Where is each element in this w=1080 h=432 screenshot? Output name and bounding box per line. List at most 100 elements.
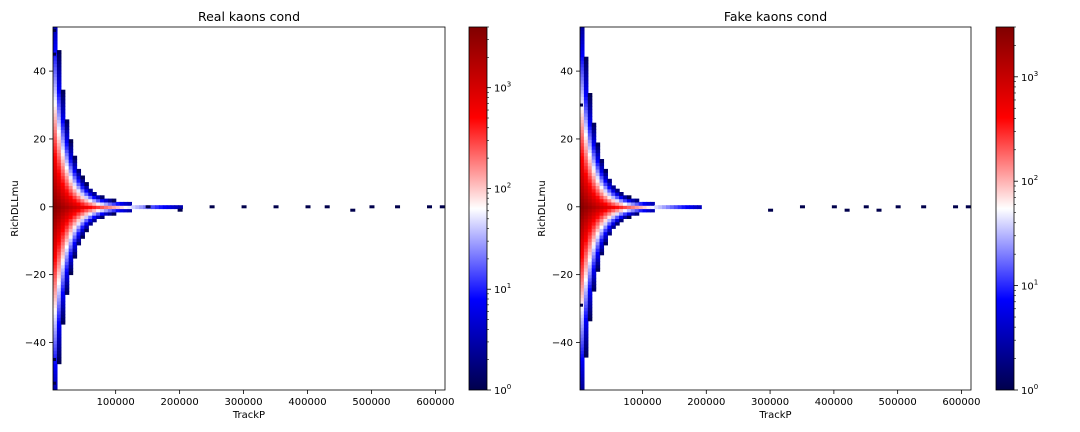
heatmap-cell — [68, 198, 74, 203]
heatmap-cell — [587, 211, 593, 216]
heatmap-cell — [64, 142, 70, 147]
heatmap-cell — [580, 142, 585, 147]
heatmap-cell — [60, 225, 66, 229]
heatmap-cell — [60, 102, 66, 107]
heatmap-cell — [60, 261, 66, 266]
heatmap-cell — [53, 373, 58, 378]
heatmap-cell — [76, 211, 82, 216]
heatmap-cell — [583, 119, 589, 124]
heatmap-cell — [583, 208, 589, 213]
heatmap-cell — [580, 300, 585, 305]
heatmap-cell — [60, 162, 66, 167]
heatmap-cell — [595, 192, 601, 196]
heatmap-cell — [68, 162, 74, 167]
heatmap-cell — [103, 211, 109, 216]
heatmap-cell — [100, 201, 105, 206]
heatmap-cell — [68, 195, 74, 200]
heatmap-cell — [646, 201, 651, 206]
heatmap-cell — [80, 228, 85, 233]
heatmap-cell — [580, 366, 585, 371]
heatmap-cell — [88, 192, 93, 196]
heatmap-cell — [607, 215, 612, 219]
heatmap-cell — [53, 40, 58, 45]
heatmap-cell — [100, 211, 105, 216]
heatmap-cell — [799, 205, 805, 209]
heatmap-cell — [53, 79, 58, 84]
heatmap-cell — [64, 251, 70, 256]
heatmap-cell — [587, 291, 593, 295]
heatmap-cell — [591, 271, 597, 276]
heatmap-cell — [60, 221, 66, 226]
heatmap-cell — [583, 300, 589, 305]
panel-real-kaons: Real kaons cond 100000 200000 300000 400000 5… — [10, 9, 511, 421]
heatmap-cell — [64, 234, 70, 239]
heatmap-cell — [662, 205, 667, 210]
heatmap-cell — [583, 271, 589, 276]
heatmap-cell — [80, 211, 85, 216]
heatmap-cell — [591, 149, 597, 153]
heatmap-cell — [587, 155, 593, 160]
heatmap-cell — [53, 69, 58, 74]
heatmap-cell — [60, 317, 66, 322]
heatmap-cell — [580, 86, 585, 91]
heatmap-cell — [64, 159, 70, 163]
heatmap-cell — [72, 182, 78, 186]
heatmap-cell — [587, 284, 593, 289]
heatmap-cell — [96, 198, 101, 203]
y-tick-label: −20 — [552, 270, 573, 281]
heatmap-cell — [580, 27, 585, 31]
heatmap-cell — [583, 79, 589, 84]
heatmap-cell — [580, 241, 585, 246]
heatmap-cell — [56, 205, 62, 210]
heatmap-cell — [580, 238, 585, 243]
heatmap-cell — [583, 234, 589, 239]
heatmap-cell — [64, 274, 70, 279]
heatmap-cell — [591, 261, 597, 266]
heatmap-cell — [607, 201, 612, 206]
heatmap-cell — [580, 211, 585, 216]
heatmap-cell — [88, 205, 93, 210]
heatmap-cell — [135, 205, 140, 210]
heatmap-cell — [599, 192, 605, 196]
heatmap-cell — [591, 248, 597, 252]
heatmap-cell — [53, 201, 58, 206]
heatmap-cell — [580, 221, 585, 226]
heatmap-cell — [587, 297, 593, 302]
heatmap-cell — [595, 215, 601, 219]
heatmap-cell — [53, 129, 58, 134]
heatmap-cell — [60, 215, 66, 219]
heatmap-cell — [587, 139, 593, 144]
heatmap-cell — [53, 142, 58, 147]
heatmap-cell — [60, 165, 66, 170]
heatmap-cell — [103, 198, 109, 203]
heatmap-cell — [603, 172, 608, 177]
heatmap-cell — [56, 73, 62, 78]
heatmap-cell — [580, 103, 583, 107]
heatmap-cell — [53, 205, 58, 210]
heatmap-cell — [154, 205, 160, 210]
heatmap-cell — [580, 218, 585, 223]
heatmap-cell — [587, 264, 593, 269]
heatmap-cell — [587, 192, 593, 196]
heatmap-cell — [580, 347, 585, 351]
heatmap-cell — [68, 139, 74, 144]
heatmap-cell — [646, 205, 651, 210]
heatmap-cell — [111, 208, 117, 213]
heatmap-cell — [56, 112, 62, 117]
heatmap-cell — [53, 56, 58, 61]
heatmap-cell — [145, 205, 151, 209]
heatmap-cell — [76, 208, 82, 213]
heatmap-cell — [591, 241, 597, 246]
heatmap-cell — [56, 314, 62, 318]
heatmap-cell — [56, 198, 62, 203]
heatmap-cell — [587, 201, 593, 206]
heatmap-cell — [56, 66, 62, 71]
heatmap-cell — [76, 172, 82, 177]
heatmap-cell — [591, 192, 597, 196]
heatmap-cell — [595, 225, 601, 229]
heatmap-cell — [965, 205, 971, 209]
heatmap-cell — [76, 225, 82, 229]
heatmap-cell — [64, 277, 70, 282]
heatmap-cell — [583, 96, 589, 101]
